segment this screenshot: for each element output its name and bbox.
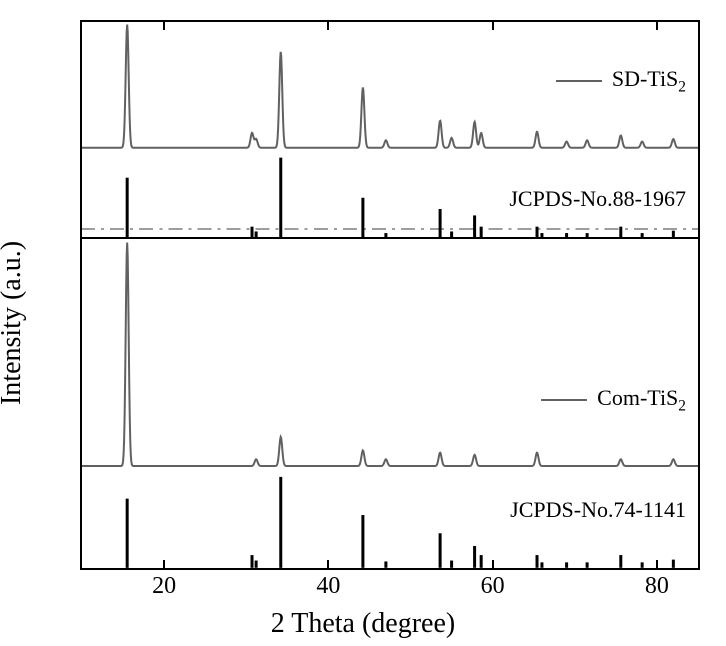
xtick-label: 80 <box>645 573 669 600</box>
xtick-label: 40 <box>316 573 340 600</box>
panel-com-tis2 <box>82 238 698 476</box>
legend-label: JCPDS-No.74-1141 <box>510 497 686 523</box>
legend-swatch <box>541 399 587 401</box>
legend-jcpds-88-1967: JCPDS-No.88-1967 <box>509 186 686 212</box>
legend-label: SD-TiS2 <box>612 66 686 96</box>
xtick-label: 20 <box>152 573 176 600</box>
legend-label: JCPDS-No.88-1967 <box>509 186 686 212</box>
plot-area: 20406080SD-TiS2JCPDS-No.88-1967Com-TiS2J… <box>80 20 700 570</box>
legend-label: Com-TiS2 <box>597 385 686 415</box>
x-axis-label: 2 Theta (degree) <box>271 608 456 640</box>
y-axis-label: Intensity (a.u.) <box>0 241 28 405</box>
legend-sd-tis2: SD-TiS2 <box>556 66 686 96</box>
legend-swatch <box>556 80 602 82</box>
xtick-label: 60 <box>481 573 505 600</box>
legend-com-tis2: Com-TiS2 <box>541 385 686 415</box>
legend-jcpds-74-1141: JCPDS-No.74-1141 <box>510 497 686 523</box>
